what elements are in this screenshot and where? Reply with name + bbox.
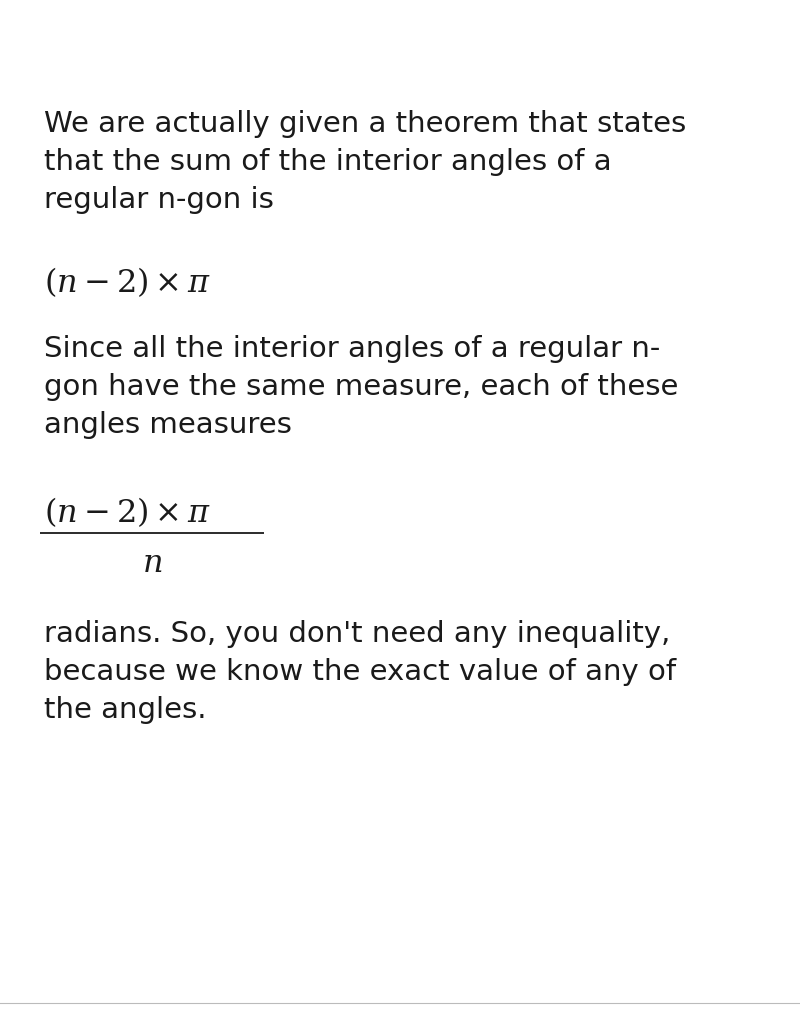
Text: because we know the exact value of any of: because we know the exact value of any o… [44,658,676,686]
Text: angles measures: angles measures [44,411,292,439]
Text: gon have the same measure, each of these: gon have the same measure, each of these [44,373,678,401]
Text: $(n-2)\times\pi$: $(n-2)\times\pi$ [44,265,211,299]
Text: Since all the interior angles of a regular n-: Since all the interior angles of a regul… [44,335,660,363]
Text: $n$: $n$ [142,548,162,579]
Text: the angles.: the angles. [44,696,206,724]
Text: $(n-2)\times\pi$: $(n-2)\times\pi$ [44,495,211,529]
Text: We are actually given a theorem that states: We are actually given a theorem that sta… [44,110,686,138]
Text: radians. So, you don't need any inequality,: radians. So, you don't need any inequali… [44,620,670,648]
Text: regular n-gon is: regular n-gon is [44,186,274,214]
Text: that the sum of the interior angles of a: that the sum of the interior angles of a [44,148,612,176]
